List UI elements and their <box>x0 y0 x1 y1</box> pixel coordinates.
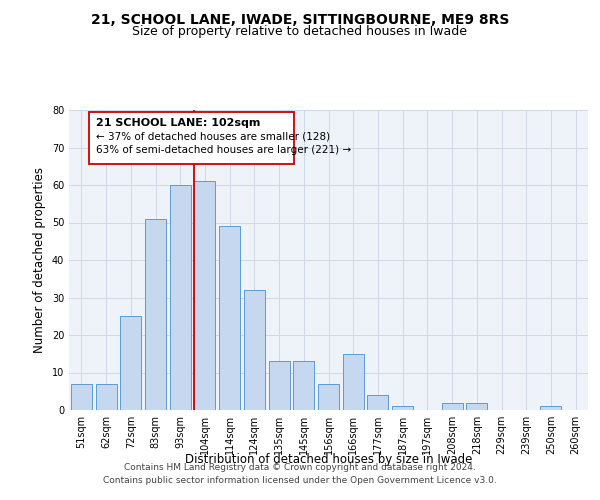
Bar <box>367 395 388 410</box>
Bar <box>71 384 92 410</box>
Bar <box>95 384 116 410</box>
Text: ← 37% of detached houses are smaller (128): ← 37% of detached houses are smaller (12… <box>96 132 331 141</box>
Text: 63% of semi-detached houses are larger (221) →: 63% of semi-detached houses are larger (… <box>96 145 352 155</box>
Bar <box>170 185 191 410</box>
Y-axis label: Number of detached properties: Number of detached properties <box>33 167 46 353</box>
Text: 21, SCHOOL LANE, IWADE, SITTINGBOURNE, ME9 8RS: 21, SCHOOL LANE, IWADE, SITTINGBOURNE, M… <box>91 12 509 26</box>
Bar <box>541 406 562 410</box>
Bar <box>145 219 166 410</box>
Bar <box>392 406 413 410</box>
Text: Size of property relative to detached houses in Iwade: Size of property relative to detached ho… <box>133 25 467 38</box>
Bar <box>318 384 339 410</box>
Bar <box>442 402 463 410</box>
Text: Contains HM Land Registry data © Crown copyright and database right 2024.
Contai: Contains HM Land Registry data © Crown c… <box>103 464 497 485</box>
Text: Distribution of detached houses by size in Iwade: Distribution of detached houses by size … <box>185 452 472 466</box>
Bar <box>466 402 487 410</box>
Bar <box>269 361 290 410</box>
Text: 21 SCHOOL LANE: 102sqm: 21 SCHOOL LANE: 102sqm <box>96 118 260 128</box>
Bar <box>219 226 240 410</box>
Bar <box>120 316 141 410</box>
Bar <box>343 354 364 410</box>
Bar <box>293 361 314 410</box>
Bar <box>244 290 265 410</box>
Bar <box>194 181 215 410</box>
FancyBboxPatch shape <box>89 112 294 164</box>
